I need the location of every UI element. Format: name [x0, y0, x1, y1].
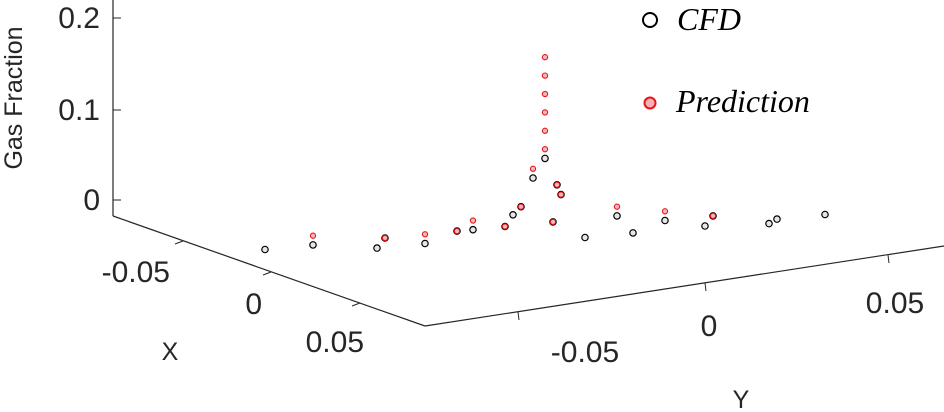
y-tick-label: -0.05: [551, 336, 619, 369]
legend-marker-prediction: [643, 96, 657, 110]
cfd-point: [261, 245, 269, 254]
prediction-point: [501, 223, 509, 230]
prediction-point: [541, 54, 549, 61]
legend-marker-cfd: [642, 12, 658, 28]
x-tick-label: 0: [245, 288, 262, 321]
x-tick-label: -0.05: [102, 256, 170, 289]
cfd-point: [509, 211, 517, 219]
prediction-point: [517, 203, 525, 210]
prediction-point: [541, 109, 549, 116]
z-tick-label: 0.2: [58, 2, 100, 35]
cfd-point: [765, 219, 773, 228]
prediction-point: [529, 165, 537, 172]
cfd-point: [469, 225, 477, 234]
prediction-point: [549, 218, 557, 226]
prediction-point: [541, 90, 549, 98]
prediction-point: [381, 234, 389, 242]
cfd-point: [613, 212, 621, 220]
prediction-point: [557, 191, 565, 198]
legend-label-cfd: CFD: [677, 1, 741, 37]
cfd-point: [373, 244, 381, 252]
prediction-point: [469, 217, 477, 224]
legend-label-prediction: Prediction: [675, 83, 810, 119]
x-axis-label: X: [162, 338, 179, 366]
z-ticks: 0.2 0.1 0: [58, 2, 121, 217]
z-axis-label: Gas Fraction: [0, 26, 28, 169]
data-points: [261, 54, 829, 254]
cfd-point: [309, 241, 317, 249]
prediction-point: [421, 231, 429, 238]
prediction-point: [709, 212, 717, 220]
cfd-point: [773, 215, 781, 223]
y-tick-label: 0: [701, 310, 718, 343]
prediction-point: [309, 232, 317, 239]
x-axis-line: [112, 215, 426, 327]
prediction-point: [613, 203, 621, 210]
prediction-point: [453, 227, 461, 235]
legend: CFD Prediction: [642, 1, 810, 119]
y-axis-label: Y: [733, 386, 750, 412]
prediction-point: [541, 127, 549, 134]
z-tick-label: 0: [83, 184, 100, 217]
cfd-point: [629, 229, 637, 237]
prediction-point: [553, 181, 561, 188]
prediction-point: [541, 146, 549, 153]
x-ticks: -0.05 0 0.05: [102, 240, 364, 359]
y-axis-line: [424, 245, 944, 327]
cfd-point: [701, 222, 709, 230]
y-tick-label: 0.05: [866, 287, 924, 320]
cfd-point: [529, 174, 537, 182]
y-ticks: -0.05 0 0.05: [517, 254, 924, 369]
prediction-point: [661, 208, 669, 215]
cfd-point: [661, 216, 669, 225]
cfd-point: [421, 239, 429, 248]
cfd-point: [821, 210, 829, 219]
x-tick-label: 0.05: [306, 326, 364, 359]
cfd-point: [581, 233, 589, 242]
z-tick-label: 0.1: [58, 94, 100, 127]
cfd-point: [541, 154, 549, 163]
prediction-point: [541, 72, 549, 79]
